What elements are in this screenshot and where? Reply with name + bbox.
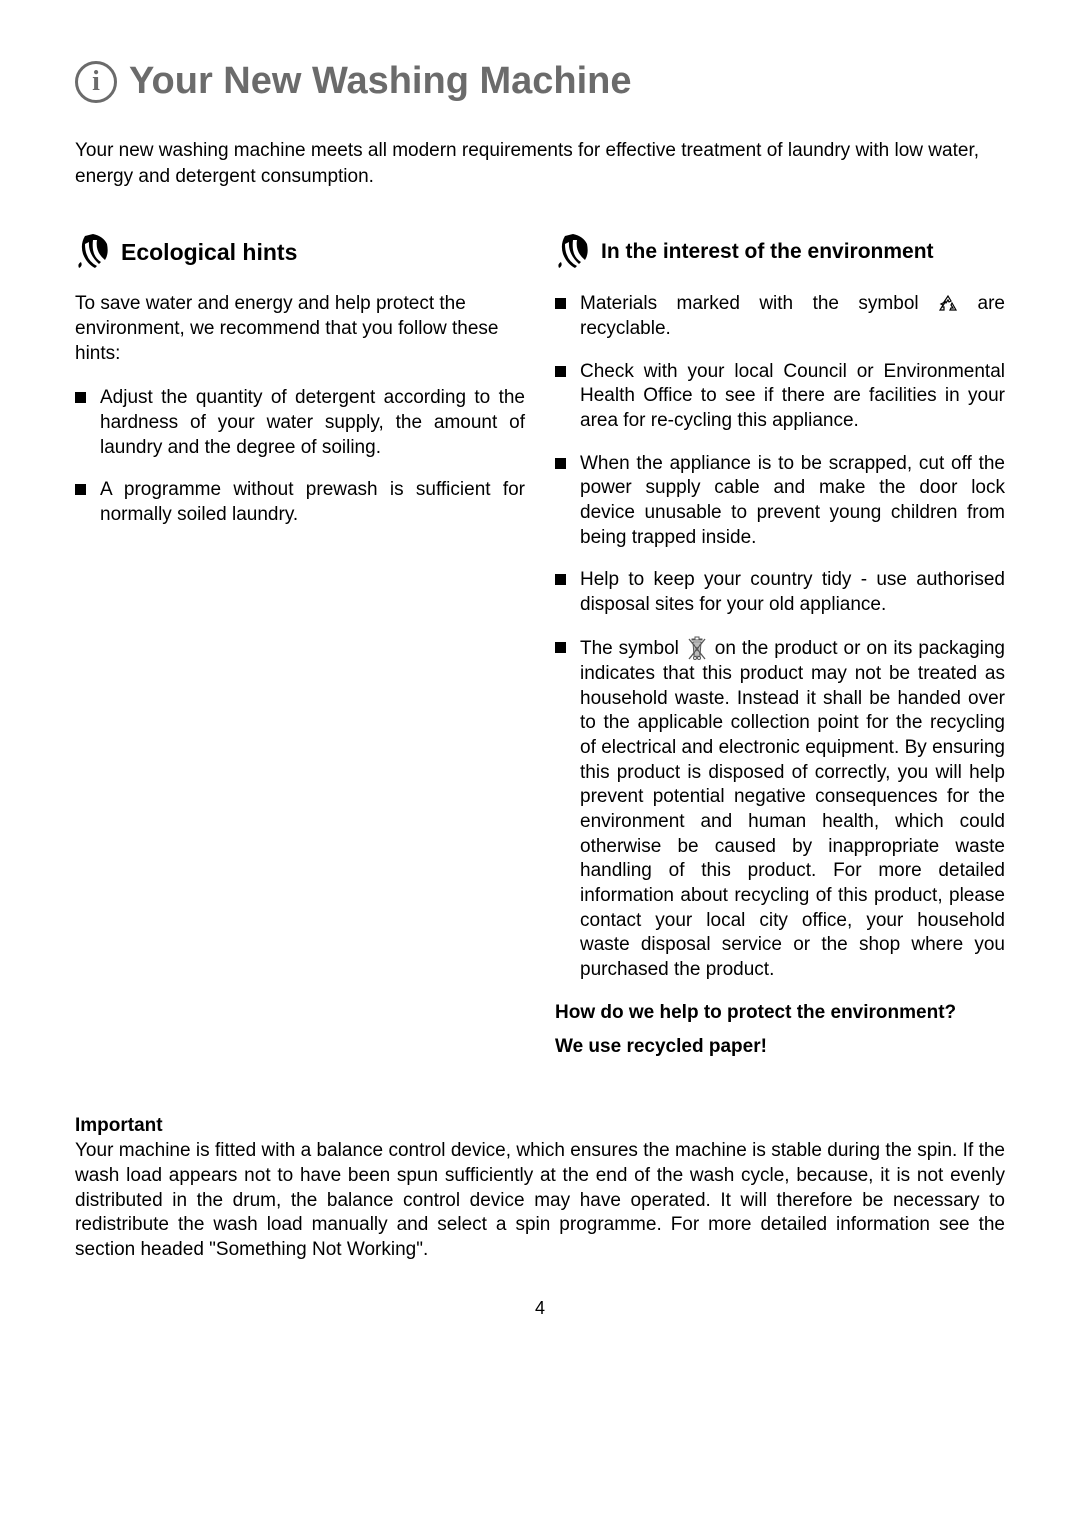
environment-header: In the interest of the environment [555,234,1005,270]
important-body: Your machine is fitted with a balance co… [75,1139,1005,1262]
ecological-header: Ecological hints [75,234,525,270]
weee-bin-icon [685,636,709,662]
ecological-intro: To save water and energy and help protec… [75,292,525,366]
text-pre: The symbol [580,638,685,659]
bullet-text: Materials marked with the symbol are rec… [580,292,1005,341]
bullet-text: The symbol on the product or on its pack… [580,636,1005,983]
bullet-icon [555,642,566,653]
bullet-icon [555,458,566,469]
title-row: i Your New Washing Machine [75,60,1005,103]
bullet-text: Help to keep your country tidy - use aut… [580,568,1005,617]
important-section: Important Your machine is fitted with a … [75,1115,1005,1262]
list-item: Help to keep your country tidy - use aut… [555,568,1005,617]
ecological-heading: Ecological hints [121,239,297,266]
leaf-icon [75,234,111,270]
bullet-text: Adjust the quantity of detergent accordi… [100,386,525,460]
closing-line-1: How do we help to protect the environmen… [555,1001,1005,1026]
page-title: Your New Washing Machine [129,60,632,103]
list-item: The symbol on the product or on its pack… [555,636,1005,983]
bullet-icon [555,366,566,377]
bullet-text: Check with your local Council or Environ… [580,360,1005,434]
list-item: Check with your local Council or Environ… [555,360,1005,434]
closing-line-2: We use recycled paper! [555,1035,1005,1060]
list-item: Adjust the quantity of detergent accordi… [75,386,525,460]
bullet-icon [555,298,566,309]
info-icon: i [75,61,117,103]
bullet-text: When the appliance is to be scrapped, cu… [580,452,1005,551]
text-post: on the product or on its packaging indic… [580,638,1005,980]
list-item: Materials marked with the symbol are rec… [555,292,1005,341]
bullet-icon [75,484,86,495]
bullet-text: A programme without prewash is sufficien… [100,478,525,527]
page-number: 4 [75,1298,1005,1319]
recycle-icon [938,295,958,313]
list-item: When the appliance is to be scrapped, cu… [555,452,1005,551]
list-item: A programme without prewash is sufficien… [75,478,525,527]
important-heading: Important [75,1115,1005,1137]
right-column: In the interest of the environment Mater… [555,234,1005,1060]
left-column: Ecological hints To save water and energ… [75,234,525,1060]
bullet-icon [555,574,566,585]
text-pre: Materials marked with the symbol [580,293,938,314]
environment-heading: In the interest of the environment [601,240,934,264]
two-column-layout: Ecological hints To save water and energ… [75,234,1005,1060]
environment-bullets: Materials marked with the symbol are rec… [555,292,1005,983]
ecological-bullets: Adjust the quantity of detergent accordi… [75,386,525,527]
bullet-icon [75,392,86,403]
intro-paragraph: Your new washing machine meets all moder… [75,138,1005,189]
leaf-icon [555,234,591,270]
